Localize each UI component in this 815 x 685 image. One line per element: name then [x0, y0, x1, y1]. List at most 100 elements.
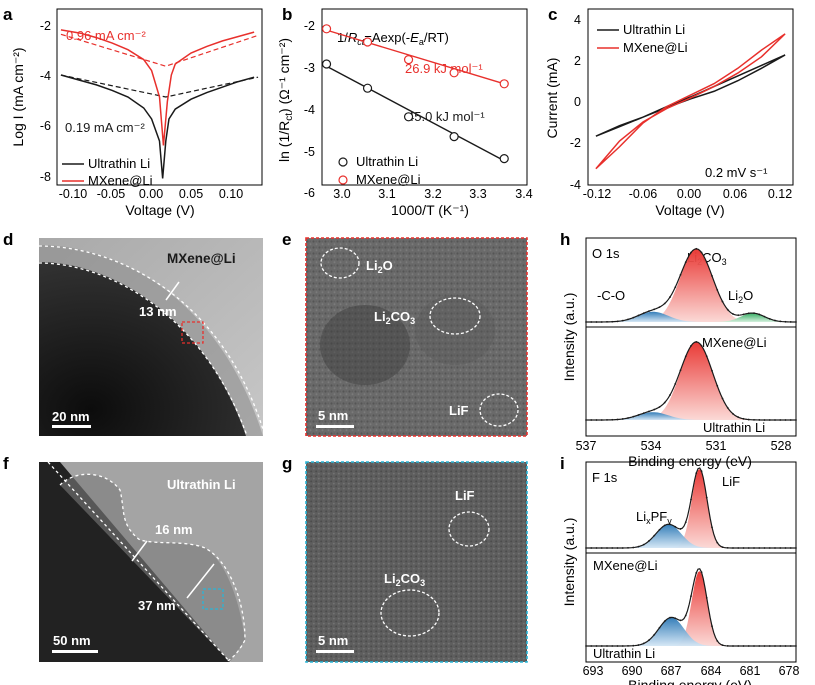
panel-c-xtick: 0.06 [723, 187, 747, 201]
panel-g: g LiF Li2CO3 5 nm [282, 454, 528, 663]
panel-a-label: a [3, 5, 13, 24]
xps-raw-point [627, 645, 629, 647]
xps-raw-point [653, 633, 656, 636]
xps-raw-point [789, 645, 792, 647]
xps-raw-point [758, 547, 761, 549]
xps-raw-point [658, 528, 661, 531]
xps-raw-point [747, 418, 750, 421]
panel-h-label: h [560, 230, 570, 249]
zoom-region-box [202, 588, 224, 610]
xps-raw-point [711, 369, 713, 372]
hrtem-image [306, 462, 527, 662]
panel-b-xlabel: 1000/T (K⁻¹) [391, 202, 469, 218]
arrhenius-point [449, 68, 459, 78]
formula-part: y [667, 516, 672, 526]
zoom-region-box [181, 321, 204, 344]
formula-part: CO [391, 309, 411, 324]
xps-raw-point [732, 547, 734, 549]
xps-raw-point [758, 645, 761, 647]
panel-f-label: f [3, 454, 9, 473]
arrhenius-point [499, 154, 509, 164]
sei-thickness-label-37: 37 nm [138, 598, 176, 613]
panel-h-xtick: 534 [641, 439, 662, 453]
panel-f: f Ultrathin Li 16 nm 37 nm 50 nm [3, 454, 263, 662]
xps-raw-point [726, 406, 729, 409]
panel-i-title: F 1s [592, 470, 618, 485]
xps-raw-point [774, 319, 776, 322]
xps-raw-point [784, 320, 787, 323]
panel-b-x-ticks: 3.0 3.1 3.2 3.3 3.4 [333, 187, 532, 201]
xps-raw-point [621, 547, 624, 549]
xps-raw-point [590, 419, 593, 421]
panel-h: h O 1s Li2 CO3 -C-O Li2O MXene@Li Ultrath… [560, 230, 797, 469]
panel-i-frame [585, 461, 797, 663]
xps-raw-point [763, 419, 766, 421]
panel-d: d 13 nm MXene@Li 20 nm [3, 230, 263, 436]
xps-raw-point [663, 302, 666, 305]
arrhenius-point [403, 54, 414, 65]
panel-h-xtick: 528 [771, 439, 792, 453]
sample-label-bottom: Ultrathin Li [703, 420, 765, 435]
xps-raw-point [774, 645, 776, 647]
arrhenius-point [449, 132, 459, 142]
xps-raw-point [632, 546, 635, 549]
panel-c-xtick: 0.00 [677, 187, 701, 201]
dark-region [320, 305, 410, 385]
panel-e: e Li2O Li2CO3 LiF 5 nm [282, 230, 528, 437]
xps-raw-point [695, 247, 698, 250]
panel-c-ytick: 4 [574, 13, 581, 27]
xps-raw-point [606, 321, 608, 323]
legend-label-ultrathin: Ultrathin Li [623, 22, 685, 37]
legend-label-mxene: MXene@Li [88, 173, 153, 188]
xps-raw-point [658, 306, 661, 309]
sei-layer [60, 474, 245, 662]
panel-c-plot [595, 33, 786, 170]
panel-a-xtick: 0.00 [139, 187, 163, 201]
xps-raw-point [742, 547, 745, 549]
label-li2o: Li2O [366, 258, 393, 275]
panel-h-frame [585, 237, 797, 437]
xps-raw-point [690, 595, 692, 598]
xps-raw-point [595, 547, 598, 549]
formula-part: CO [702, 250, 722, 265]
formula-part: 2 [386, 316, 391, 326]
xps-raw-point [606, 419, 608, 421]
xps-raw-point [669, 616, 671, 619]
panel-i-x-ticks: 693 690 687 684 681 678 [583, 664, 800, 678]
formula-part: O [743, 288, 753, 303]
xps-raw-point [763, 315, 766, 318]
scale-bar [52, 425, 91, 428]
panel-c-frame [587, 8, 794, 186]
xps-peak-fill [586, 469, 796, 548]
xps-raw-point [726, 308, 729, 311]
panel-c-y-ticks: 4 2 0 -2 -4 [570, 13, 581, 192]
xps-raw-point [774, 419, 776, 421]
xps-raw-point [632, 316, 635, 319]
xps-raw-point [611, 645, 614, 647]
eq-part: =Aexp(- [364, 30, 410, 45]
arrhenius-point [403, 112, 414, 122]
eq-part: 1/ [337, 30, 348, 45]
panel-c-ytick: -2 [570, 136, 581, 150]
formula-part: Li [384, 571, 396, 586]
xps-raw-point [784, 547, 787, 549]
xps-raw-point [789, 419, 792, 421]
xps-raw-point [768, 645, 771, 647]
xps-peak-fill [586, 311, 796, 322]
hrtem-image [306, 238, 527, 436]
xps-raw-point [690, 251, 692, 254]
panel-a-xtick: -0.10 [59, 187, 88, 201]
xps-raw-point [600, 645, 603, 647]
xps-raw-point [632, 415, 635, 418]
xps-raw-point [616, 418, 619, 421]
xps-raw-point [779, 645, 782, 647]
panel-i-plot [585, 467, 797, 647]
panel-i-ylabel: Intensity (a.u.) [561, 518, 577, 607]
panel-i: i F 1s LiF LixPFy MXene@Li Ultrathin Li … [560, 454, 799, 685]
panel-i-xlabel: Binding energy (eV) [628, 677, 752, 685]
formula-part: Li [728, 288, 738, 303]
xps-raw-point [642, 543, 645, 546]
panel-b-frame [321, 8, 528, 186]
thickness-marker [165, 281, 180, 301]
xps-raw-point [627, 318, 629, 321]
